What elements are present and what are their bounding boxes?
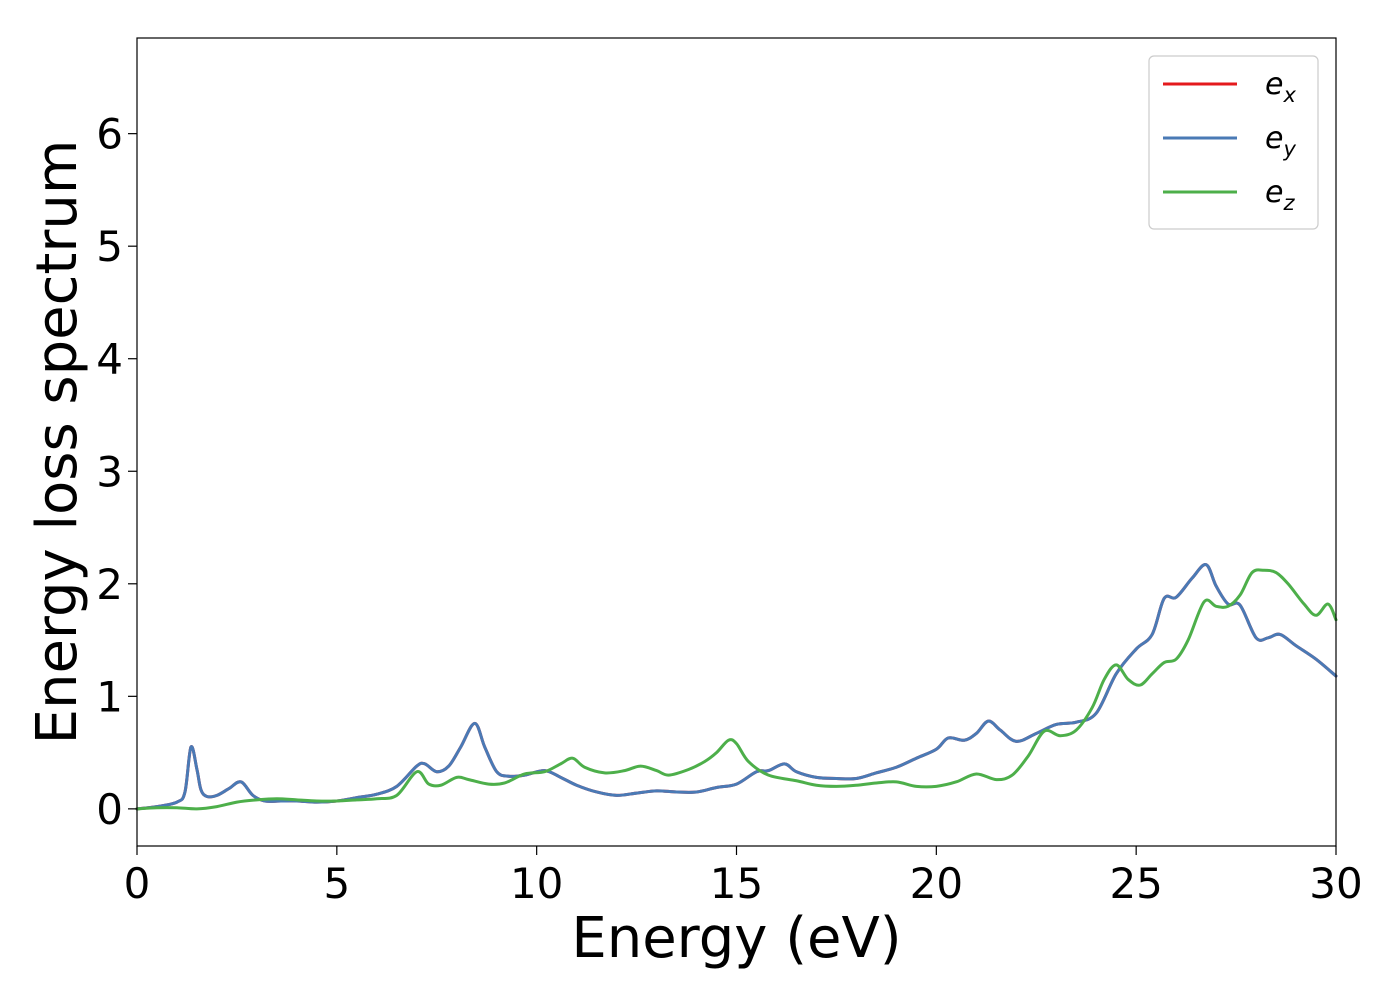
legend-entry-base: e [1265,121,1283,156]
x-tick-label: 30 [1309,859,1362,908]
y-tick-label: 4 [96,335,123,384]
y-tick-label: 2 [96,560,123,609]
y-axis-label: Energy loss spectrum [25,140,90,745]
series-layer [135,563,1338,811]
y-tick-label: 5 [96,222,123,271]
y-tick-label: 0 [96,785,123,834]
x-tick-label: 0 [124,859,151,908]
series-line-z [135,568,1338,811]
y-tick-label: 1 [96,672,123,721]
x-tick-label: 20 [910,859,963,908]
legend-box [1148,55,1319,230]
plot-area-background [137,38,1336,846]
legend-entry-subscript: y [1282,137,1296,161]
y-tick-label: 3 [96,447,123,496]
x-axis-label: Energy (eV) [571,906,901,971]
legend-entry-base: e [1265,175,1283,210]
legend-entry-subscript: z [1282,191,1295,215]
legend-entry-z: ez [1265,175,1295,215]
series-line-y [135,563,1338,811]
legend-entry-subscript: x [1282,83,1296,107]
x-axis-ticks: 0 5 10 15 20 25 30 [124,846,1363,908]
x-tick-label: 10 [510,859,563,908]
x-tick-label: 25 [1109,859,1162,908]
y-axis-ticks: 0 1 2 3 4 5 6 [96,110,137,834]
legend-entry-base: e [1265,67,1283,102]
x-tick-label: 15 [710,859,763,908]
x-tick-label: 5 [323,859,350,908]
legend-entry-y: ey [1265,121,1296,161]
legend-entry-x: ex [1265,67,1296,107]
y-tick-label: 6 [96,110,123,159]
